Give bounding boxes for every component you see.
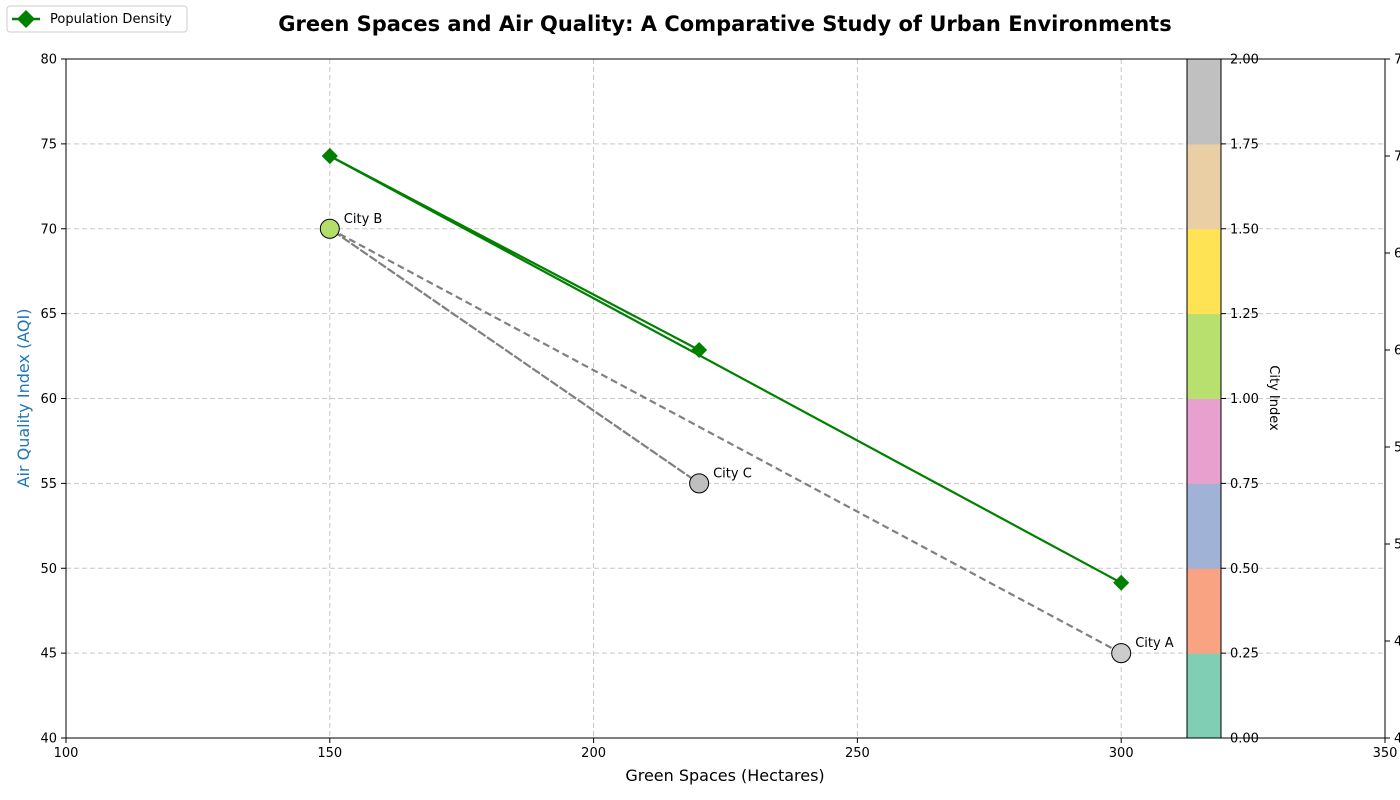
city-point: [689, 473, 710, 494]
city-label: City C: [713, 466, 752, 481]
y-tick-label: 55: [40, 477, 57, 492]
y-axis-label: Air Quality Index (AQI): [14, 309, 33, 488]
y2-tick-label: 7: [1394, 53, 1400, 68]
colorbar-segment: [1187, 59, 1221, 145]
density-line-path: [329, 155, 1122, 584]
colorbar-tick-label: 1.25: [1230, 307, 1259, 322]
y2-tick-label: 6: [1394, 344, 1400, 359]
x-tick-label: 350: [1373, 746, 1398, 761]
colorbar-segment: [1187, 483, 1221, 569]
colorbar-segment: [1187, 143, 1221, 230]
y-tick-label: 50: [40, 562, 57, 577]
y2-tick-label: 4: [1394, 732, 1400, 747]
colorbar-tick-label: 0.25: [1230, 647, 1259, 662]
y-tick-label: 40: [40, 732, 57, 747]
density-marker: [691, 342, 708, 358]
x-axis-label: Green Spaces (Hectares): [625, 766, 824, 785]
colorbar-tick-label: 0.75: [1230, 477, 1259, 492]
x-tick-label: 150: [317, 746, 342, 761]
colorbar-tick-label: 1.00: [1230, 392, 1259, 407]
colorbar-label: City Index: [1266, 365, 1281, 431]
population-density-line: [321, 148, 1130, 591]
density-marker: [321, 148, 338, 164]
colorbar-tick-label: 1.75: [1230, 137, 1259, 152]
colorbar-tick-label: 2.00: [1230, 53, 1259, 68]
colorbar-segment: [1187, 228, 1221, 315]
y2-tick-label: 4: [1394, 635, 1400, 650]
city-point: [1111, 643, 1132, 664]
city-label: City A: [1135, 636, 1174, 651]
x-tick-label: 250: [845, 746, 870, 761]
y2-tick-label: 5: [1394, 441, 1400, 456]
chart-title: Green Spaces and Air Quality: A Comparat…: [278, 12, 1171, 36]
y-tick-label: 80: [40, 53, 57, 68]
y-tick-label: 75: [40, 137, 57, 152]
y2-tick-label: 5: [1394, 538, 1400, 553]
y-axis: 40 45 50 55 60 65 70 75 80: [40, 53, 66, 747]
legend-entry: Population Density: [50, 12, 172, 27]
x-axis: 100 150 200 250 300 350: [54, 738, 1398, 761]
secondary-y-axis: 4 4 5 5 6 6 7 7: [1385, 53, 1400, 747]
colorbar-segment: [1187, 653, 1221, 739]
city-points: City A City B City C: [319, 212, 1174, 664]
y2-tick-label: 7: [1394, 150, 1400, 165]
city-label: City B: [344, 212, 383, 227]
legend-marker: [17, 10, 35, 28]
aqi-connector-line: [329, 227, 1122, 655]
y2-tick-label: 6: [1394, 247, 1400, 262]
x-tick-label: 100: [54, 746, 79, 761]
legend: Population Density: [6, 5, 188, 33]
density-marker: [1113, 574, 1130, 591]
colorbar-segment: [1187, 398, 1221, 484]
y-tick-label: 45: [40, 647, 57, 662]
y-tick-label: 70: [40, 222, 57, 237]
y-tick-label: 60: [40, 392, 57, 407]
x-tick-label: 300: [1109, 746, 1134, 761]
aqi-line-path: [329, 227, 1122, 655]
colorbar-tick-label: 1.50: [1230, 222, 1259, 237]
grid: [66, 59, 1385, 738]
colorbar-tick-label: 0.50: [1230, 562, 1259, 577]
y-tick-label: 65: [40, 307, 57, 322]
legend-box: [6, 5, 188, 33]
colorbar: 0.00 0.25 0.50 0.75 1.00 1.25 1.50 1.75 2.00: [1186, 53, 1259, 747]
colorbar-tick-label: 0.00: [1230, 732, 1259, 747]
x-tick-label: 200: [581, 746, 606, 761]
city-point: [319, 218, 340, 239]
colorbar-segment: [1187, 313, 1221, 399]
colorbar-segment: [1187, 568, 1221, 654]
